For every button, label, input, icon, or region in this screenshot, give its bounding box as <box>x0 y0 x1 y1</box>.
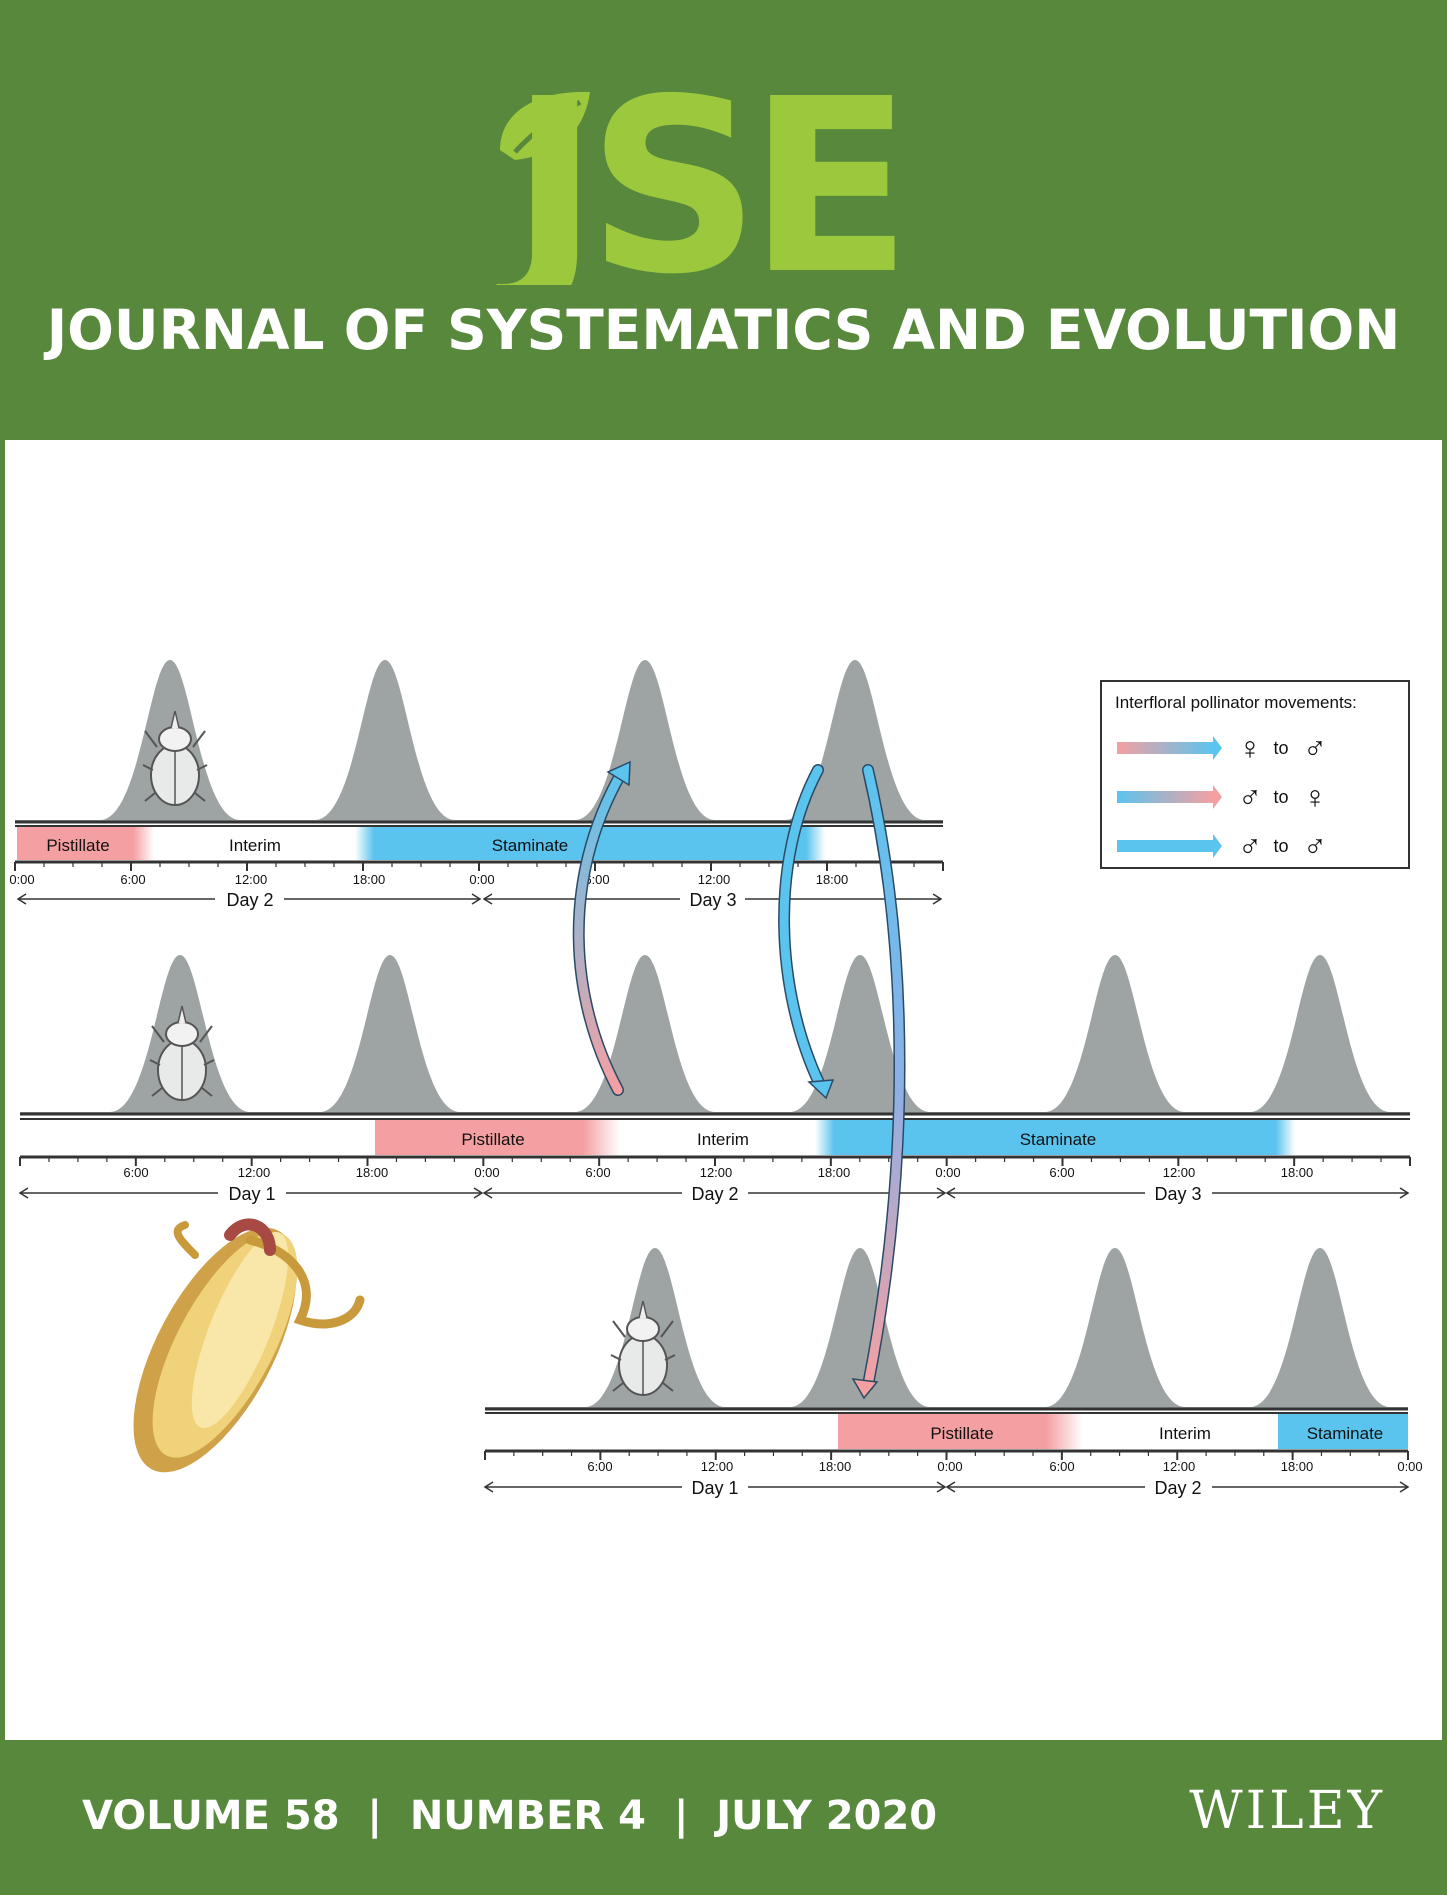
tick-label: 6:00 <box>585 1165 610 1180</box>
tick-marks <box>19 1157 1411 1166</box>
tick-label: 0:00 <box>937 1459 962 1474</box>
male-symbol: ♂ <box>1303 828 1327 864</box>
female-symbol: ♀ <box>1303 779 1327 815</box>
legend-to: to <box>1273 787 1288 807</box>
day-label: Day 2 <box>1154 1478 1201 1498</box>
tick-label: 0:00 <box>1397 1459 1422 1474</box>
thermogenesis-curve <box>15 660 943 822</box>
day-label: Day 3 <box>1154 1184 1201 1204</box>
phase-label-pistillate: Pistillate <box>930 1424 993 1443</box>
day-label: Day 3 <box>689 890 736 910</box>
journal-title: JOURNAL OF SYSTEMATICS AND EVOLUTION <box>46 298 1401 362</box>
beetle-icon <box>142 710 208 806</box>
legend-to: to <box>1273 836 1288 856</box>
tick-marks <box>484 1451 1409 1460</box>
male-symbol: ♂ <box>1238 779 1262 815</box>
tick-label: 6:00 <box>587 1459 612 1474</box>
logo-text: JSE <box>496 70 900 285</box>
tick-label: 18:00 <box>819 1459 852 1474</box>
tick-label: 6:00 <box>584 872 609 887</box>
phase-pistillate <box>17 826 154 860</box>
tick-label: 0:00 <box>9 872 34 887</box>
legend-item-male-to-female: ♂ to ♀ <box>1117 779 1327 815</box>
day-range-arrows <box>483 1481 1410 1493</box>
phase-label-pistillate: Pistillate <box>46 836 109 855</box>
legend: Interfloral pollinator movements: ♀ to ♂… <box>1100 680 1410 869</box>
legend-item-male-to-male: ♂ to ♂ <box>1117 828 1327 864</box>
day-label: Day 2 <box>226 890 273 910</box>
thermogenesis-curve <box>20 955 1410 1114</box>
female-symbol: ♀ <box>1238 730 1262 766</box>
pollination-timeline-figure: Pistillate Interim Staminate 0:00 6:00 1… <box>9 660 1423 1498</box>
tick-label: 0:00 <box>469 872 494 887</box>
phase-label-interim: Interim <box>1159 1424 1211 1443</box>
tick-label: 6:00 <box>120 872 145 887</box>
tick-label: 6:00 <box>1049 1165 1074 1180</box>
thermogenesis-curve <box>485 1248 1408 1409</box>
phase-label-staminate: Staminate <box>492 836 569 855</box>
tick-label: 0:00 <box>935 1165 960 1180</box>
cover-figure-panel <box>5 440 1442 1740</box>
phase-staminate <box>1278 1413 1408 1449</box>
tick-label: 6:00 <box>123 1165 148 1180</box>
phase-label-staminate: Staminate <box>1020 1130 1097 1149</box>
tick-label: 12:00 <box>700 1165 733 1180</box>
day-label: Day 1 <box>228 1184 275 1204</box>
tick-label: 12:00 <box>238 1165 271 1180</box>
phase-pistillate <box>375 1119 620 1155</box>
timeline-row-1: Pistillate Interim Staminate 0:00 6:00 1… <box>9 660 944 910</box>
movement-arrow-male-to-female <box>851 764 906 1400</box>
tick-label: 0:00 <box>474 1165 499 1180</box>
issue-line: VOLUME 58 | NUMBER 4 | JULY 2020 <box>82 1793 938 1839</box>
tick-label: 6:00 <box>1049 1459 1074 1474</box>
day-label: Day 2 <box>691 1184 738 1204</box>
legend-title: Interfloral pollinator movements: <box>1115 693 1357 712</box>
timeline-row-3: Pistillate Interim Staminate 6:00 12:00 … <box>483 1248 1423 1498</box>
day-range-arrows <box>16 893 943 905</box>
tick-label: 12:00 <box>235 872 268 887</box>
flower-illustration <box>133 1218 365 1473</box>
tick-label: 18:00 <box>1281 1459 1314 1474</box>
tick-label: 18:00 <box>1281 1165 1314 1180</box>
day-label: Day 1 <box>691 1478 738 1498</box>
footer-band <box>0 1740 1447 1895</box>
masthead-band <box>0 0 1447 440</box>
tick-label: 12:00 <box>698 872 731 887</box>
legend-to: to <box>1273 738 1288 758</box>
tick-label: 12:00 <box>701 1459 734 1474</box>
jse-logo: JSE <box>496 70 912 285</box>
tick-label: 18:00 <box>818 1165 851 1180</box>
phase-pistillate <box>838 1413 1083 1449</box>
tick-label: 12:00 <box>1163 1459 1196 1474</box>
tick-label: 18:00 <box>816 872 849 887</box>
leaf-icon <box>500 91 590 160</box>
beetle-icon <box>149 1005 215 1101</box>
tick-label: 18:00 <box>353 872 386 887</box>
male-symbol: ♂ <box>1303 730 1327 766</box>
day-range-arrows <box>18 1187 1410 1199</box>
movement-arrow-female-to-male <box>572 760 631 1096</box>
tick-label: 12:00 <box>1163 1165 1196 1180</box>
legend-item-female-to-male: ♀ to ♂ <box>1117 730 1327 766</box>
tick-marks <box>14 862 944 871</box>
movement-arrow-male-to-male <box>778 764 835 1100</box>
phase-label-pistillate: Pistillate <box>461 1130 524 1149</box>
timeline-row-2: Pistillate Interim Staminate 6:00 12:00 … <box>18 955 1411 1204</box>
tick-label: 18:00 <box>356 1165 389 1180</box>
phase-label-staminate: Staminate <box>1307 1424 1384 1443</box>
male-symbol: ♂ <box>1238 828 1262 864</box>
phase-label-interim: Interim <box>229 836 281 855</box>
beetle-icon <box>610 1300 676 1396</box>
publisher-logo: WILEY <box>1189 1781 1385 1841</box>
phase-label-interim: Interim <box>697 1130 749 1149</box>
